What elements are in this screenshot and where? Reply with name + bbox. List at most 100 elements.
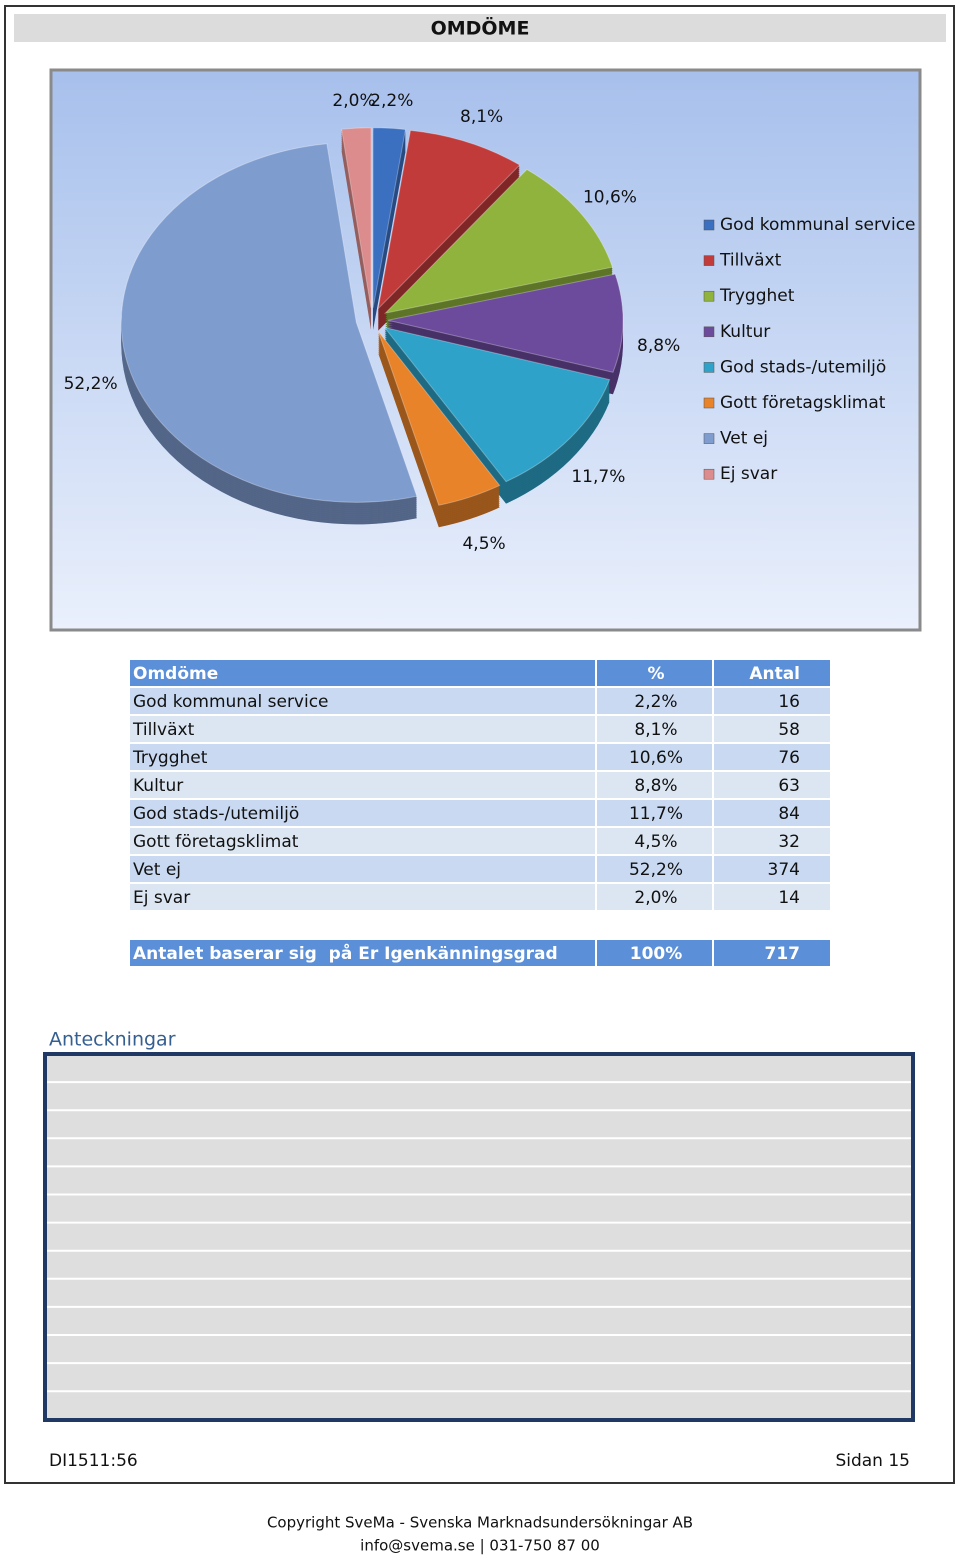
table-row-cell [597,828,712,854]
table-row-text: 84 [778,804,800,824]
table-row-cell [714,716,830,742]
table-row-text: Tillväxt [132,720,195,740]
pie-slice [377,129,521,311]
table-row-cell [597,884,712,910]
legend-label: Kultur [720,322,770,342]
pie-slice [120,143,418,503]
table-row-text: Gott företagsklimat [133,832,299,852]
table-row-cell [714,856,830,882]
table-row-text: 32 [778,832,800,852]
legend-marker [703,326,715,338]
data-label: 10,6% [583,188,637,208]
table-row-text: 63 [778,776,800,796]
table-row-cell [597,772,712,798]
pie-slice [372,127,407,308]
data-label: 2,0% [332,91,375,111]
legend-marker [703,290,715,302]
table-row-text: 374 [768,860,800,880]
table-row-cell [714,688,830,714]
legend-label: Tillväxt [719,251,782,271]
table-header-text: % [647,664,664,684]
table-header-cell [714,660,830,686]
pie-slice [387,273,624,373]
table-row-text: 2,0% [634,888,677,908]
legend-marker [703,468,715,480]
data-label: 4,5% [462,534,505,554]
table-row-text: Ej svar [133,888,190,908]
table-row-text: Trygghet [132,748,208,768]
notes-box [43,1052,915,1422]
contact: info@svema.se | 031-750 87 00 [360,1537,600,1555]
table-row-text: 16 [778,692,800,712]
legend-label: Trygghet [719,286,795,306]
table-row-text: 58 [778,720,800,740]
table-row-text: 8,8% [634,776,677,796]
table-row-cell [130,772,595,798]
legend-marker [703,255,715,266]
footer-left: DI1511:56 [49,1451,138,1471]
legend-label: Gott företagsklimat [720,393,886,413]
page-border [4,5,955,1484]
table-row-cell [714,744,830,770]
legend-marker [703,397,715,409]
legend-marker [703,433,715,444]
pie-slice [383,168,614,314]
page-title: OMDÖME [431,16,530,40]
table-row-text: 11,7% [629,804,683,824]
table-row-text: 10,6% [629,748,683,768]
pie-slice [340,127,372,308]
table-row-text: 14 [778,888,800,908]
legend-marker [703,219,715,231]
table-row-text: God kommunal service [133,692,329,712]
legend-label: Ej svar [720,464,777,484]
table-row-cell [597,716,712,742]
table-row-cell [130,716,595,742]
table-header-cell [597,660,712,686]
table-row-cell [597,800,712,826]
table-header-text: Antal [749,664,800,684]
table-row-cell [714,800,830,826]
table-row-cell [130,688,595,714]
table-total-text: 100% [630,944,683,964]
table-row-cell [130,828,595,854]
table-total-text: 717 [765,944,801,964]
notes-title: Anteckningar [49,1029,176,1051]
table-row-cell [597,856,712,882]
legend-label: God stads-/utemiljö [720,357,886,377]
table-row-cell [130,856,595,882]
table-row-text: Kultur [133,776,183,796]
table-row-cell [130,800,595,826]
table-row-text: God stads-/utemiljö [133,804,299,824]
data-label: 2,2% [370,91,413,111]
table-row-text: 52,2% [629,860,683,880]
table-row-cell [714,772,830,798]
table-row-cell [130,884,595,910]
table-total-cell [597,940,712,966]
pie-slice [377,330,501,506]
table-row-text: 76 [778,748,800,768]
table-row-cell [597,688,712,714]
legend-marker [703,362,715,373]
table-row-cell [714,828,830,854]
table-row-cell [130,744,595,770]
table-total-text: Antalet baserar sig på Er Igenkänningsgr… [133,942,558,964]
table-row-cell [597,744,712,770]
table-row-text: 2,2% [634,692,677,712]
data-label: 8,8% [637,336,680,356]
header-band [14,14,946,42]
table-row-cell [714,884,830,910]
footer-right: Sidan 15 [835,1451,910,1471]
table-total-cell [130,940,595,966]
legend-label: Vet ej [720,429,768,449]
copyright: Copyright SveMa - Svenska Marknadsunders… [267,1514,693,1532]
table-row-text: Vet ej [133,860,181,880]
table-header-cell [130,660,595,686]
legend-label: God kommunal service [720,215,916,235]
table-row-text: 4,5% [634,832,677,852]
table-total-cell [714,940,830,966]
data-label: 52,2% [64,374,118,394]
data-label: 8,1% [460,107,503,127]
pie-slice [383,326,611,483]
table-row-text: 8,1% [634,720,677,740]
